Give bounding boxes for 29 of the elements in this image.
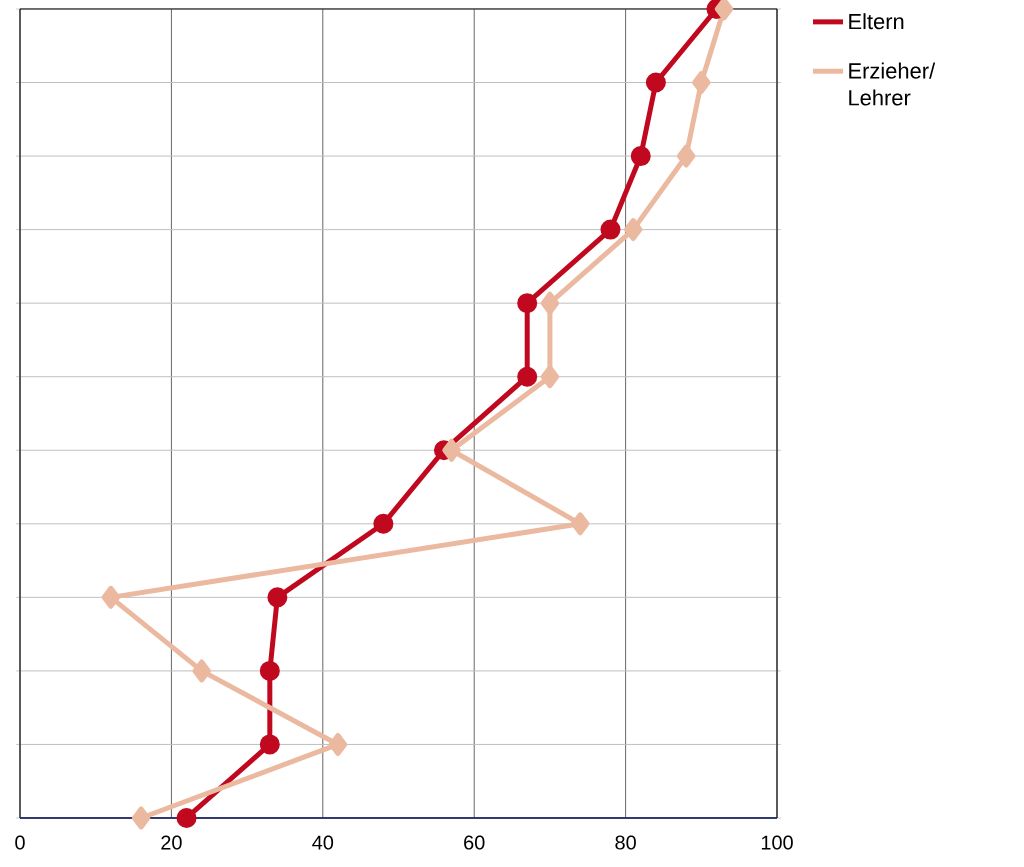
- point: [517, 293, 538, 314]
- point: [692, 71, 711, 95]
- point: [176, 807, 197, 828]
- legend-label: Eltern: [849, 13, 904, 30]
- point: [328, 732, 348, 756]
- x-tick-label: 60: [464, 835, 485, 850]
- point: [630, 146, 651, 167]
- x-tick-label: 100: [761, 835, 793, 850]
- x-tick-label: 80: [615, 835, 636, 850]
- x-tick-label: 20: [161, 835, 182, 850]
- point: [517, 366, 538, 387]
- point: [442, 438, 461, 462]
- point: [570, 512, 590, 536]
- point: [259, 660, 280, 681]
- point: [131, 806, 151, 830]
- point: [192, 659, 211, 683]
- point: [540, 365, 560, 389]
- point: [645, 72, 666, 93]
- legend-label: Erzieher/ Lehrer: [849, 62, 936, 106]
- point: [623, 218, 643, 242]
- point: [373, 513, 394, 534]
- x-tick-label: 0: [15, 835, 25, 850]
- x-tick-label: 40: [312, 835, 334, 850]
- point: [267, 587, 288, 608]
- point: [676, 144, 696, 168]
- point: [259, 734, 280, 755]
- point: [101, 585, 121, 609]
- point: [540, 291, 560, 315]
- point: [600, 219, 621, 240]
